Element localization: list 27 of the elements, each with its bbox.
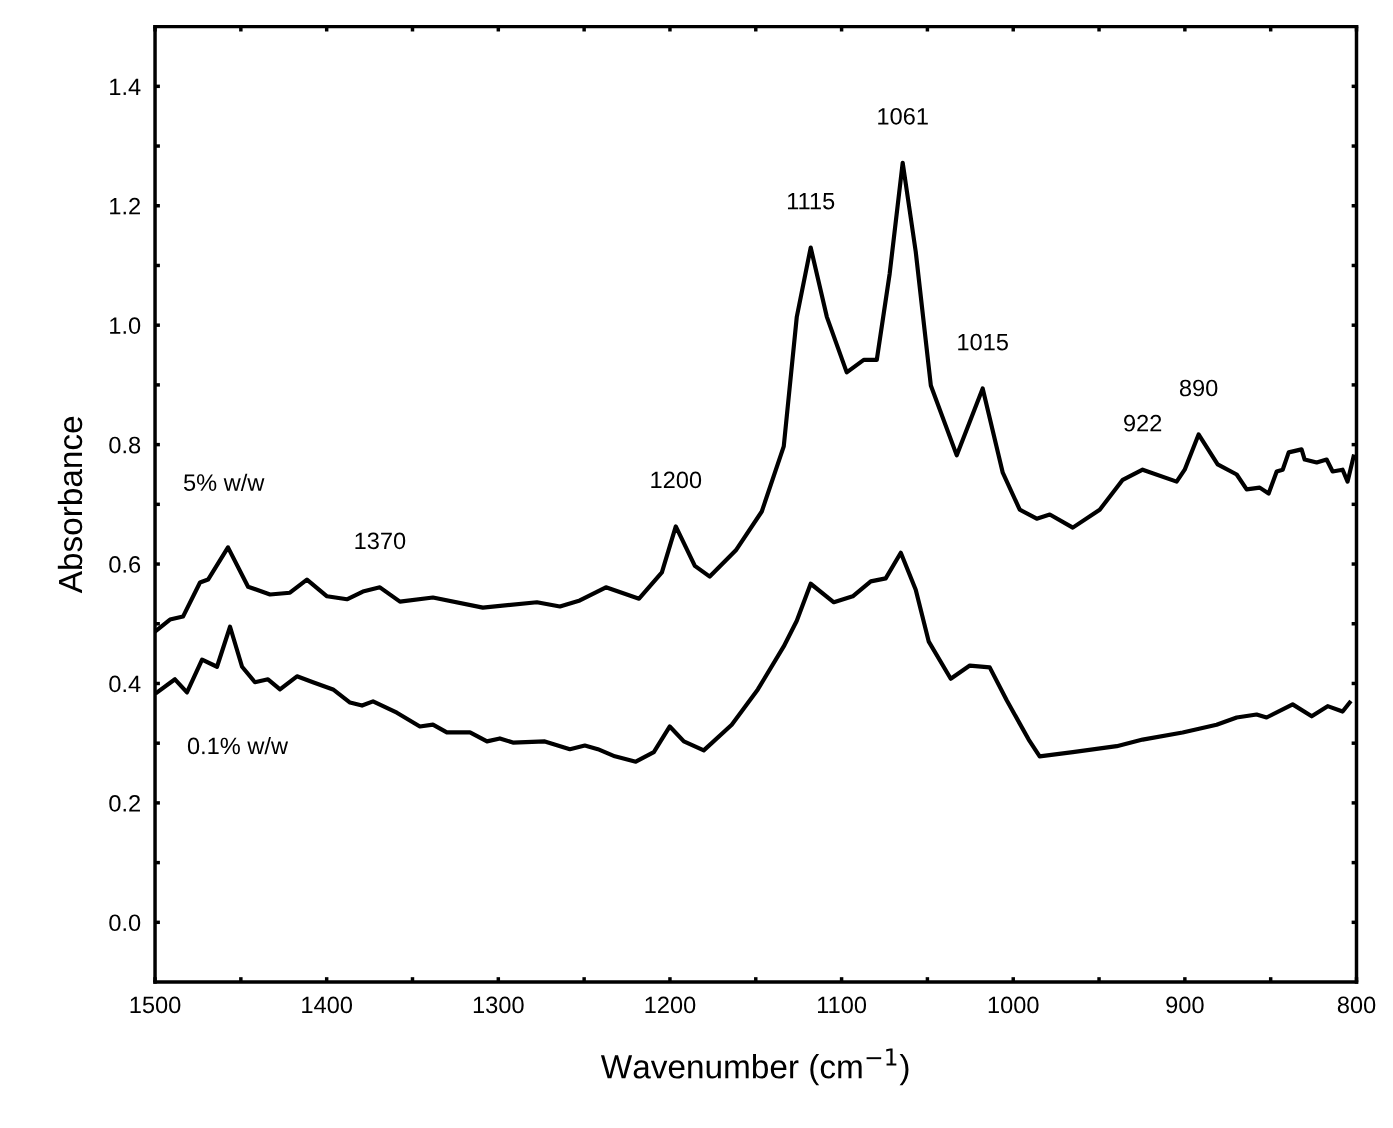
- x-tick-label: 1500: [130, 996, 181, 1014]
- series-label: 0.1% w/w: [187, 736, 289, 755]
- annotation: 1061: [878, 107, 928, 125]
- y-tick-label: 0.6: [109, 556, 141, 573]
- annotation: 1370: [355, 532, 406, 550]
- x-tick-label: 1100: [818, 996, 867, 1014]
- x-tick-label: 1200: [645, 996, 696, 1014]
- annotation: 1200: [651, 471, 702, 489]
- annotation: 1115: [787, 192, 835, 210]
- y-tick-label: 1.4: [110, 78, 141, 95]
- x-tick-label: 1300: [473, 996, 524, 1014]
- annotation: 890: [1179, 379, 1218, 397]
- y-tick-label: 1.2: [110, 197, 140, 215]
- annotation: 922: [1124, 414, 1162, 432]
- y-tick-label: 1.0: [110, 317, 141, 334]
- annotation: 1015: [958, 333, 1008, 351]
- y-axis-title: Absorbance: [57, 416, 83, 594]
- x-tick-label: 900: [1166, 996, 1204, 1014]
- x-tick-label: 1400: [302, 996, 353, 1014]
- x-tick-label: 1000: [988, 996, 1039, 1014]
- text: 5% w/w: [183, 473, 265, 491]
- x-axis-title: Wavenumber (cm$^{−1}$): [600, 1048, 909, 1086]
- y-tick-label: 0.8: [109, 436, 141, 454]
- y-tick-label: 0.4: [109, 675, 141, 693]
- y-tick-label: 0.0: [109, 914, 141, 932]
- y-tick-label: 0.2: [109, 794, 140, 812]
- x-tick-label: 800: [1337, 996, 1376, 1014]
